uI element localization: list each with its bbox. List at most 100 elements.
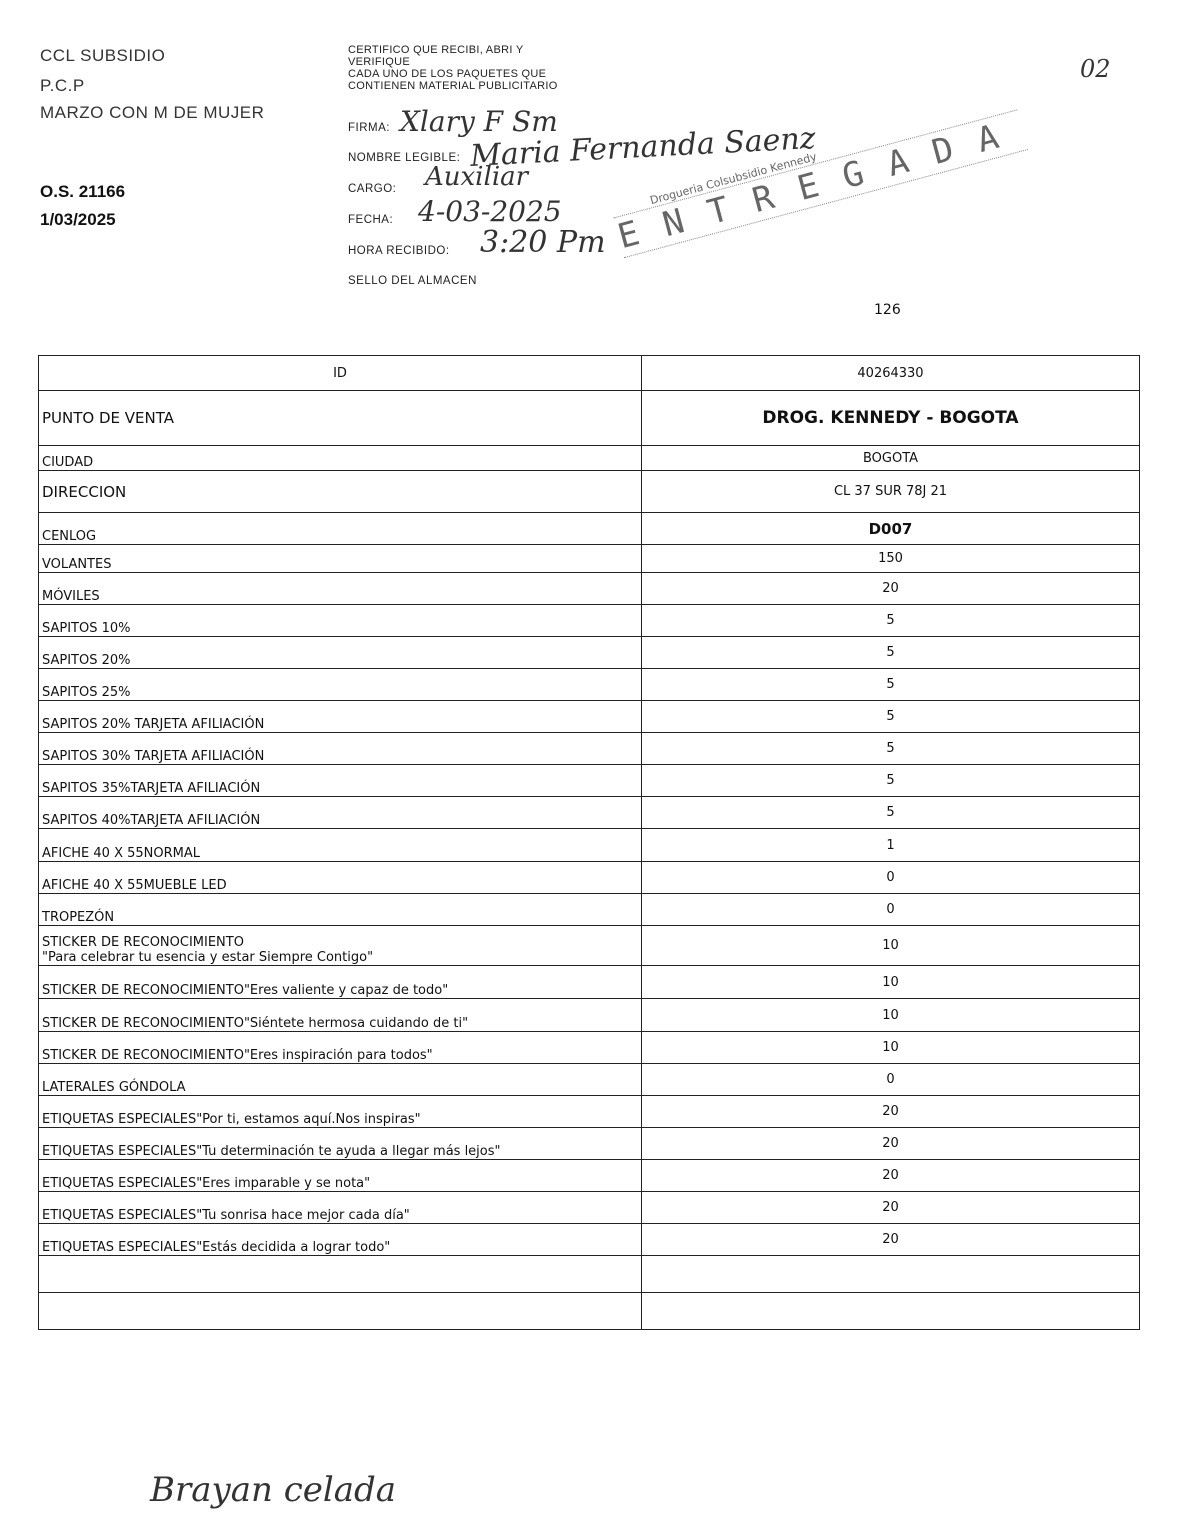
- cargo-value: Auxiliar: [425, 162, 529, 192]
- row-label: STICKER DE RECONOCIMIENTO"Eres valiente …: [38, 965, 642, 999]
- table-row: ETIQUETAS ESPECIALES"Por ti, estamos aqu…: [38, 1095, 1140, 1128]
- table-row: ETIQUETAS ESPECIALES"Eres imparable y se…: [38, 1159, 1140, 1192]
- campaign-name: MARZO CON M DE MUJER: [40, 103, 265, 122]
- firma-label: FIRMA:: [348, 122, 390, 134]
- cargo-label: CARGO:: [348, 183, 397, 195]
- row-value: 10: [641, 1031, 1140, 1064]
- sello-label: SELLO DEL ALMACEN: [348, 275, 477, 287]
- row-label: DIRECCION: [38, 470, 642, 513]
- row-value: 5: [641, 700, 1140, 733]
- row-value: [641, 1255, 1140, 1293]
- row-label: ETIQUETAS ESPECIALES"Por ti, estamos aqu…: [38, 1095, 642, 1128]
- row-value: 0: [641, 893, 1140, 926]
- hora-label: HORA RECIBIDO:: [348, 245, 450, 257]
- signature: Xlary F Sm: [400, 105, 558, 138]
- row-label: ETIQUETAS ESPECIALES"Eres imparable y se…: [38, 1159, 642, 1192]
- row-value: BOGOTA: [641, 445, 1140, 471]
- row-label: PUNTO DE VENTA: [38, 390, 642, 446]
- company-name: CCL SUBSIDIO: [40, 46, 166, 65]
- order-number: O.S. 21166: [40, 182, 126, 201]
- row-label: [38, 1292, 642, 1330]
- row-value: [641, 1292, 1140, 1330]
- row-label: CIUDAD: [38, 445, 642, 471]
- table-row: SAPITOS 30% TARJETA AFILIACIÓN 5: [38, 732, 1140, 765]
- row-label: ETIQUETAS ESPECIALES"Tu sonrisa hace mej…: [38, 1191, 642, 1224]
- nombre-label: NOMBRE LEGIBLE:: [348, 152, 461, 164]
- row-value: 5: [641, 636, 1140, 669]
- row-value: 0: [641, 861, 1140, 894]
- row-value: 20: [641, 1191, 1140, 1224]
- row-label: CENLOG: [38, 512, 642, 545]
- fecha-value: 4-03-2025: [418, 195, 562, 228]
- table-row: SAPITOS 25% 5: [38, 668, 1140, 701]
- row-label: SAPITOS 10%: [38, 604, 642, 637]
- row-label: SAPITOS 25%: [38, 668, 642, 701]
- table-row: VOLANTES 150: [38, 544, 1140, 573]
- row-label: ETIQUETAS ESPECIALES"Estás decidida a lo…: [38, 1223, 642, 1256]
- row-value: CL 37 SUR 78J 21: [641, 470, 1140, 513]
- row-label: STICKER DE RECONOCIMIENTO"Siéntete hermo…: [38, 998, 642, 1032]
- row-value: 10: [641, 965, 1140, 999]
- program-name: P.C.P: [40, 76, 85, 95]
- fecha-label: FECHA:: [348, 214, 394, 226]
- row-label: SAPITOS 20% TARJETA AFILIACIÓN: [38, 700, 642, 733]
- cert-line: CERTIFICO QUE RECIBI, ABRI Y: [348, 44, 524, 56]
- row-value: 5: [641, 732, 1140, 765]
- row-label: SAPITOS 20%: [38, 636, 642, 669]
- row-label: TROPEZÓN: [38, 893, 642, 926]
- row-label: SAPITOS 35%TARJETA AFILIACIÓN: [38, 764, 642, 797]
- row-value: 40264330: [641, 355, 1140, 391]
- row-label: [38, 1255, 642, 1293]
- order-date: 1/03/2025: [40, 210, 116, 229]
- table-row: ETIQUETAS ESPECIALES"Tu sonrisa hace mej…: [38, 1191, 1140, 1224]
- table-row: [38, 1292, 1140, 1330]
- row-value: 20: [641, 1127, 1140, 1160]
- row-value: 10: [641, 998, 1140, 1032]
- table-row: SAPITOS 40%TARJETA AFILIACIÓN 5: [38, 796, 1140, 829]
- row-label: STICKER DE RECONOCIMIENTO"Eres inspiraci…: [38, 1031, 642, 1064]
- table-row: PUNTO DE VENTA DROG. KENNEDY - BOGOTA: [38, 390, 1140, 446]
- table-row: ETIQUETAS ESPECIALES"Estás decidida a lo…: [38, 1223, 1140, 1256]
- table-row: ID 40264330: [38, 355, 1140, 391]
- row-value: 0: [641, 1063, 1140, 1096]
- table-row: AFICHE 40 X 55MUEBLE LED 0: [38, 861, 1140, 894]
- table-row: DIRECCION CL 37 SUR 78J 21: [38, 470, 1140, 513]
- handwritten-name: Brayan celada: [150, 1470, 397, 1510]
- row-value: 10: [641, 925, 1140, 966]
- table-row: SAPITOS 20% 5: [38, 636, 1140, 669]
- row-label: ID: [38, 355, 642, 391]
- table-row: TROPEZÓN 0: [38, 893, 1140, 926]
- row-value: 20: [641, 572, 1140, 605]
- page-mark: 02: [1080, 55, 1111, 83]
- row-label: SAPITOS 40%TARJETA AFILIACIÓN: [38, 796, 642, 829]
- row-value: 5: [641, 604, 1140, 637]
- table-row: CENLOG D007: [38, 512, 1140, 545]
- table-row: SAPITOS 20% TARJETA AFILIACIÓN 5: [38, 700, 1140, 733]
- row-value: D007: [641, 512, 1140, 545]
- table-row: MÓVILES 20: [38, 572, 1140, 605]
- row-label: AFICHE 40 X 55NORMAL: [38, 828, 642, 862]
- cert-line: CONTIENEN MATERIAL PUBLICITARIO: [348, 80, 558, 92]
- cert-line: CADA UNO DE LOS PAQUETES QUE: [348, 68, 547, 80]
- row-value: 150: [641, 544, 1140, 573]
- row-value: DROG. KENNEDY - BOGOTA: [641, 390, 1140, 446]
- table-row: [38, 1255, 1140, 1293]
- row-value: 20: [641, 1159, 1140, 1192]
- table-row: STICKER DE RECONOCIMIENTO"Siéntete hermo…: [38, 998, 1140, 1032]
- table-row: ETIQUETAS ESPECIALES"Tu determinación te…: [38, 1127, 1140, 1160]
- table-row: SAPITOS 10% 5: [38, 604, 1140, 637]
- table-row: STICKER DE RECONOCIMIENTO "Para celebrar…: [38, 925, 1140, 966]
- row-label: LATERALES GÓNDOLA: [38, 1063, 642, 1096]
- cert-line: VERIFIQUE: [348, 56, 410, 68]
- table-row: SAPITOS 35%TARJETA AFILIACIÓN 5: [38, 764, 1140, 797]
- row-value: 1: [641, 828, 1140, 862]
- hora-value: 3:20 Pm: [480, 225, 606, 260]
- row-label: VOLANTES: [38, 544, 642, 573]
- row-value: 20: [641, 1223, 1140, 1256]
- table-row: STICKER DE RECONOCIMIENTO"Eres inspiraci…: [38, 1031, 1140, 1064]
- certification-text: CERTIFICO QUE RECIBI, ABRI Y VERIFIQUE C…: [348, 44, 558, 92]
- row-value: 5: [641, 764, 1140, 797]
- table-row: AFICHE 40 X 55NORMAL 1: [38, 828, 1140, 862]
- row-value: 5: [641, 668, 1140, 701]
